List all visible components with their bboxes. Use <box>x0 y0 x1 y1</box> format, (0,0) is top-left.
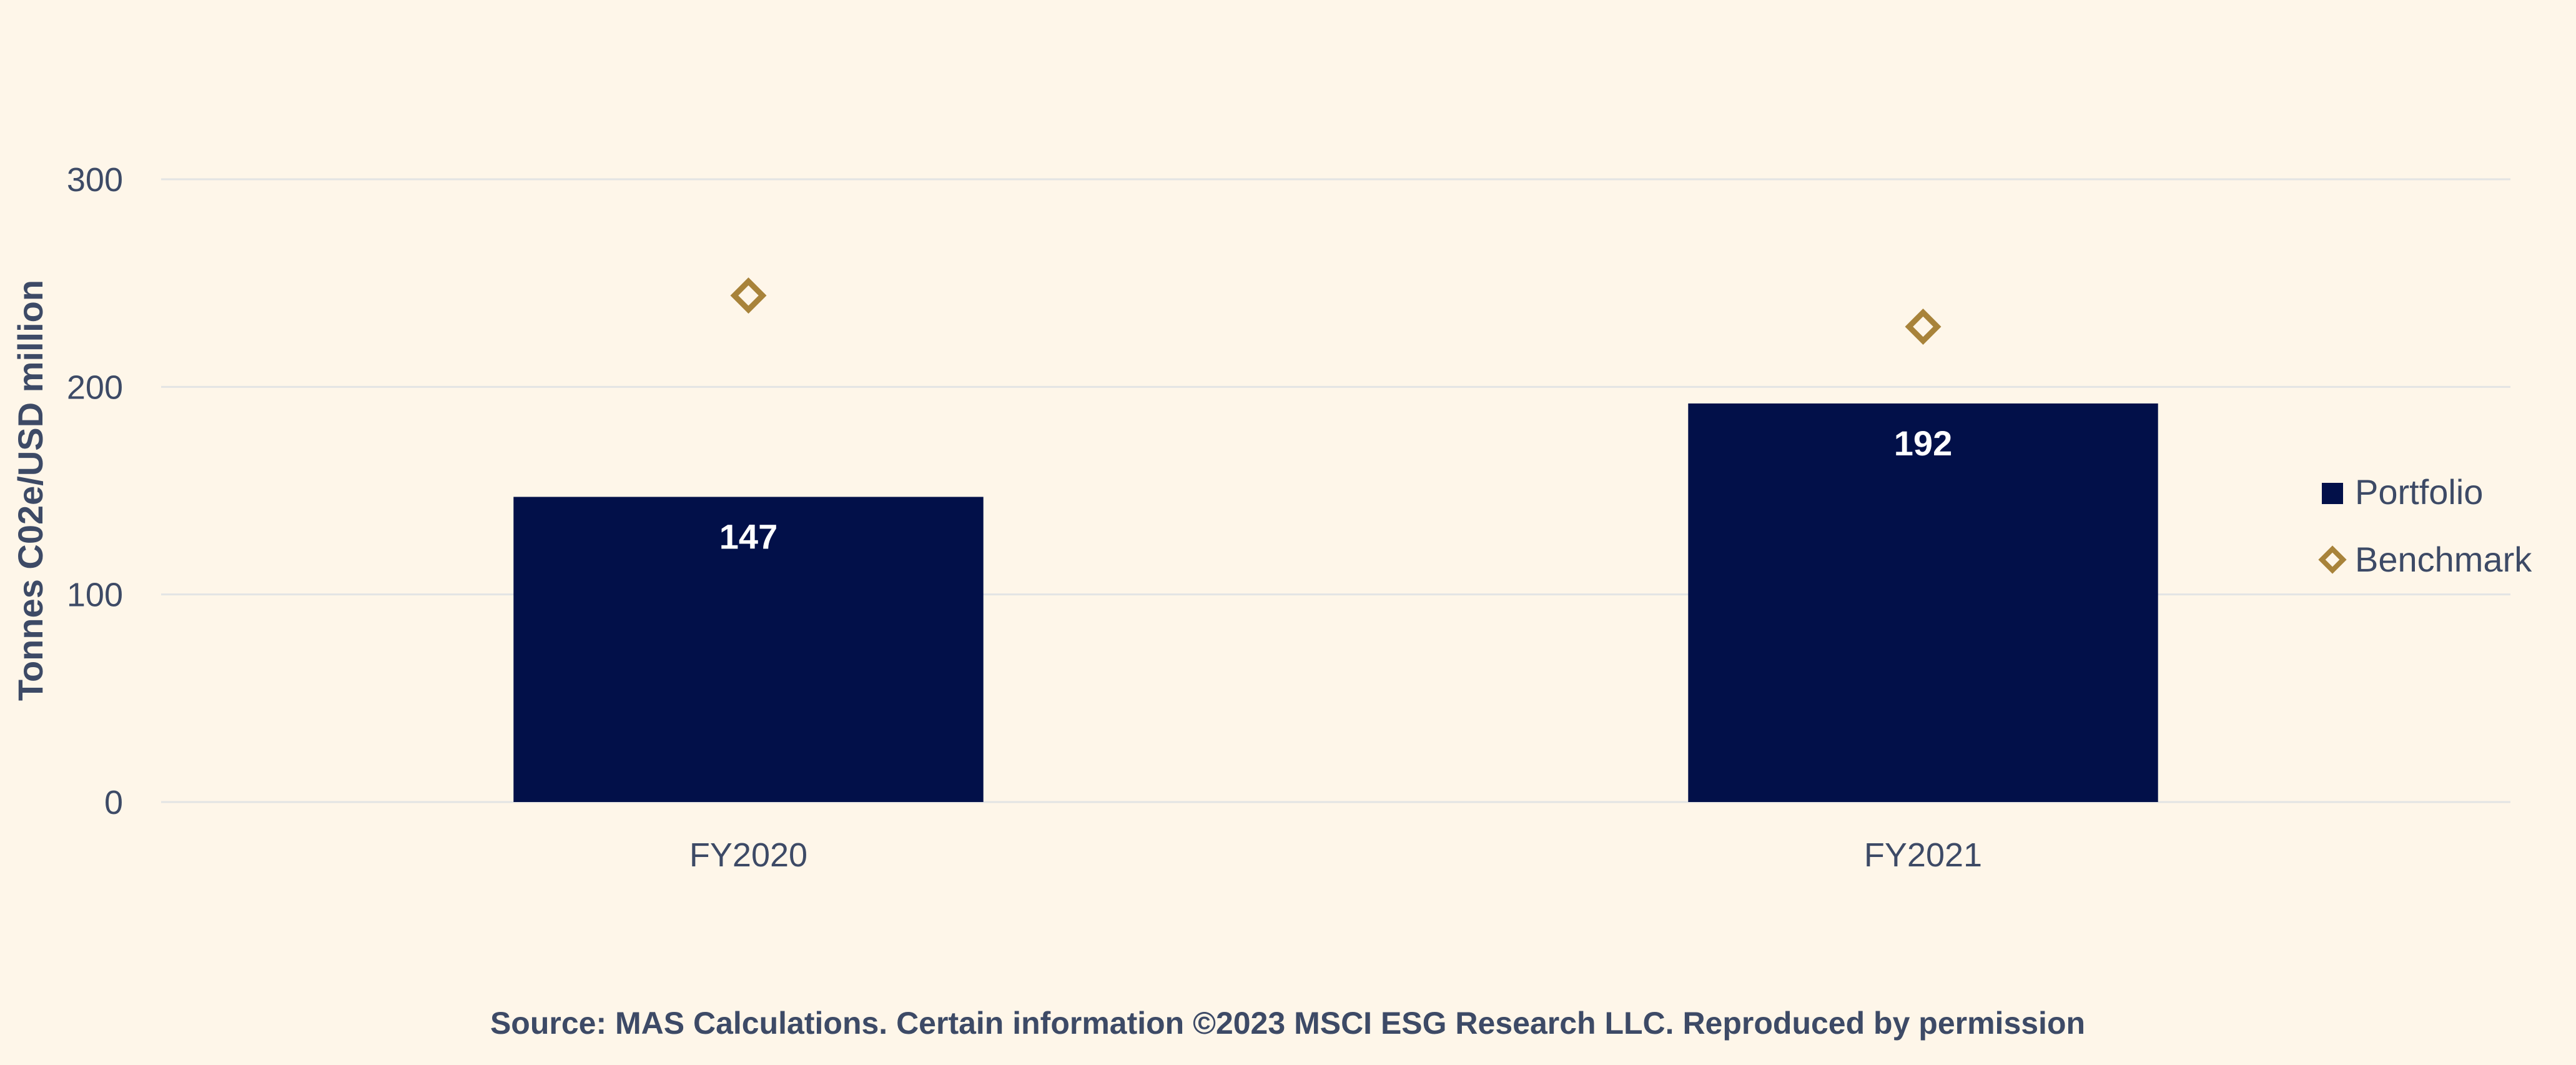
y-tick-label: 200 <box>67 369 123 406</box>
legend: Portfolio Benchmark <box>2318 472 2532 579</box>
y-tick-label: 0 <box>104 784 123 821</box>
bar-data-labels: 147 192 <box>719 424 1952 557</box>
legend-label-portfolio: Portfolio <box>2355 472 2483 512</box>
benchmark-marker <box>730 277 767 314</box>
x-tick-label: FY2020 <box>689 836 807 874</box>
legend-swatch-portfolio <box>2322 483 2343 504</box>
legend-label-benchmark: Benchmark <box>2355 540 2532 579</box>
bar-data-label: 192 <box>1894 424 1952 463</box>
benchmark-marker <box>1905 308 1942 345</box>
y-axis-ticks: 0 100 200 300 <box>67 161 123 821</box>
x-tick-label: FY2021 <box>1864 836 1982 874</box>
source-note: Source: MAS Calculations. Certain inform… <box>490 1006 2085 1041</box>
portfolio-bars <box>513 403 2158 802</box>
y-tick-label: 100 <box>67 577 123 614</box>
bar-data-label: 147 <box>719 517 777 556</box>
benchmark-markers <box>730 277 1942 345</box>
y-axis-title: Tonnes C02e/USD million <box>11 280 50 701</box>
x-axis-ticks: FY2020 FY2021 <box>689 836 1982 874</box>
legend-swatch-benchmark <box>2318 545 2347 574</box>
portfolio-bar <box>513 497 984 802</box>
portfolio-bar <box>1688 403 2158 802</box>
y-tick-label: 300 <box>67 161 123 199</box>
